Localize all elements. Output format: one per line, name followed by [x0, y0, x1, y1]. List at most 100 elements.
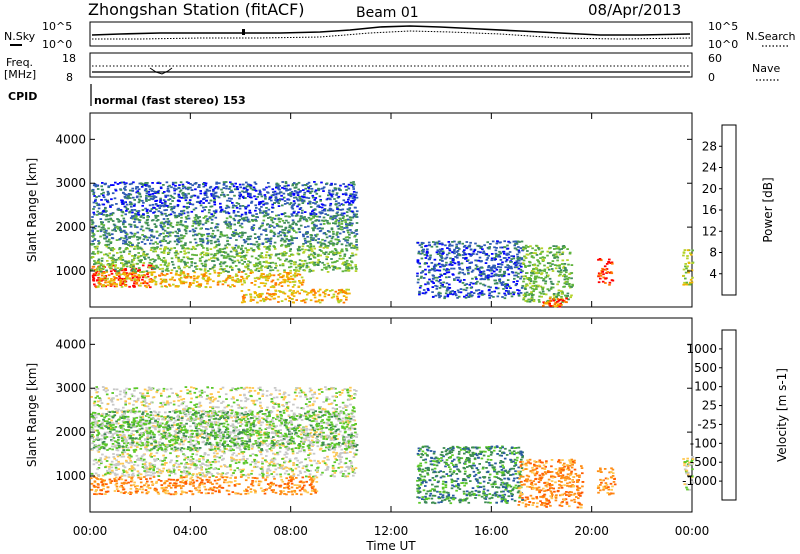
data-cell: [235, 187, 239, 189]
data-cell: [686, 265, 689, 268]
data-cell: [168, 198, 172, 200]
data-cell: [316, 215, 319, 218]
data-cell: [214, 245, 218, 248]
data-cell: [222, 262, 225, 265]
data-cell: [257, 262, 261, 265]
data-cell: [201, 277, 205, 279]
data-cell: [146, 216, 149, 218]
data-cell: [449, 261, 453, 263]
data-cell: [129, 197, 132, 199]
data-cell: [223, 247, 227, 250]
data-cell: [151, 195, 155, 198]
data-cell: [106, 260, 109, 262]
data-cell: [517, 251, 521, 254]
data-cell: [200, 252, 204, 254]
data-cell: [326, 262, 330, 265]
data-cell: [272, 235, 276, 237]
data-cell: [156, 182, 159, 184]
nave-label: Nave: [752, 62, 780, 75]
data-cell: [125, 277, 129, 280]
data-cell: [297, 426, 301, 429]
data-cell: [307, 181, 311, 184]
data-cell: [298, 292, 301, 295]
data-cell: [480, 266, 484, 269]
data-cell: [230, 189, 233, 192]
data-cell: [348, 292, 351, 295]
data-cell: [340, 220, 344, 223]
data-cell: [530, 296, 534, 298]
data-cell: [503, 240, 506, 243]
data-cell: [317, 189, 321, 192]
data-cell: [272, 297, 276, 300]
data-cell: [606, 271, 610, 273]
data-cell: [457, 262, 461, 265]
data-cell: [565, 296, 568, 299]
data-cell: [241, 234, 244, 237]
data-cell: [117, 271, 121, 274]
data-cell: [190, 210, 194, 213]
data-cell: [451, 251, 454, 254]
data-cell: [458, 242, 461, 245]
data-cell: [475, 289, 478, 292]
data-cell: [425, 250, 429, 253]
data-cell: [177, 274, 181, 276]
data-cell: [244, 247, 247, 250]
data-cell: [313, 391, 316, 394]
data-cell: [334, 220, 337, 223]
data-cell: [209, 278, 212, 281]
data-cell: [348, 207, 352, 209]
data-cell: [141, 204, 144, 207]
data-cell: [161, 202, 164, 204]
data-cell: [176, 238, 179, 241]
data-cell: [206, 228, 210, 231]
data-cell: [230, 405, 234, 408]
data-cell: [507, 240, 510, 243]
data-cell: [334, 217, 337, 220]
data-cell: [120, 280, 123, 282]
data-cell: [466, 267, 469, 270]
data-cell: [249, 194, 252, 197]
data-cell: [515, 243, 519, 245]
data-cell: [284, 432, 287, 435]
data-cell: [504, 257, 507, 259]
data-cell: [185, 181, 189, 183]
data-cell: [199, 283, 203, 285]
data-cell: [314, 239, 317, 242]
data-cell: [529, 245, 532, 248]
data-cell: [567, 298, 570, 301]
data-cell: [336, 236, 340, 238]
data-cell: [290, 206, 294, 209]
data-cell: [266, 240, 270, 243]
data-cell: [166, 267, 169, 270]
data-cell: [334, 200, 338, 203]
data-cell: [214, 216, 218, 219]
data-cell: [334, 249, 338, 252]
data-cell: [565, 271, 568, 274]
data-cell: [278, 290, 281, 292]
data-cell: [109, 217, 112, 220]
data-cell: [291, 183, 295, 185]
data-cell: [463, 244, 467, 247]
data-cell: [438, 248, 442, 251]
data-cell: [175, 243, 179, 246]
data-cell: [298, 246, 301, 248]
data-cell: [189, 276, 193, 278]
data-cell: [195, 233, 199, 236]
data-cell: [264, 298, 267, 301]
data-cell: [491, 269, 494, 272]
data-cell: [519, 247, 523, 249]
data-cell: [194, 227, 198, 230]
data-cell: [547, 268, 551, 271]
data-cell: [198, 402, 201, 405]
data-cell: [275, 444, 279, 447]
data-cell: [329, 215, 333, 218]
data-cell: [482, 293, 486, 296]
data-cell: [468, 262, 472, 264]
data-cell: [182, 282, 185, 285]
data-cell: [280, 421, 283, 424]
data-cell: [551, 270, 555, 272]
data-cell: [337, 222, 341, 224]
data-cell: [303, 259, 307, 262]
data-cell: [522, 247, 526, 250]
